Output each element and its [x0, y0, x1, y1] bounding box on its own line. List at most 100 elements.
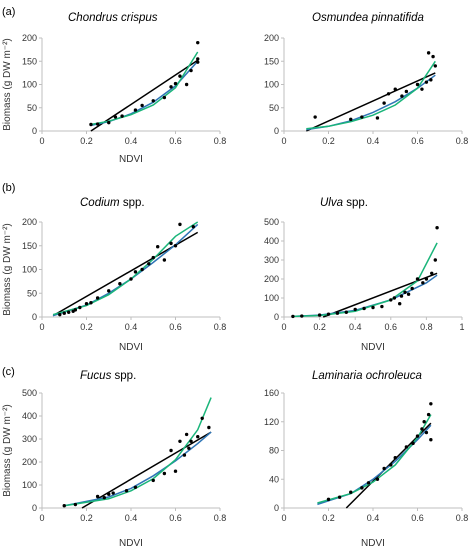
- data-point: [58, 312, 62, 317]
- plot-3: Codium spp. 0 50 100 150 200 0 0.2 0.4 0.6 0.8 NDVI…: [2, 197, 226, 353]
- fit-line-green: [90, 51, 199, 126]
- fit-line-green: [52, 221, 199, 316]
- data-point: [107, 120, 111, 125]
- data-point: [140, 267, 144, 272]
- data-point: [371, 305, 375, 310]
- data-point: [429, 438, 433, 442]
- data-point: [386, 92, 391, 96]
- data-point: [184, 432, 189, 437]
- plot-title: Chondrus crispus: [68, 12, 158, 24]
- x-axis-label: NDVI: [119, 342, 143, 353]
- x-tick-label: 0: [39, 136, 44, 146]
- data-point: [178, 439, 182, 443]
- y-axis-label: Biomass (g DW m⁻²): [2, 223, 13, 316]
- data-point: [196, 40, 200, 45]
- data-point: [313, 115, 317, 119]
- data-point: [353, 307, 357, 312]
- x-tick-label: 0.6: [411, 513, 424, 523]
- plot-title: Fucus spp.: [80, 370, 136, 382]
- data-point: [151, 99, 155, 103]
- data-point: [421, 281, 425, 285]
- y-tick-label: 50: [27, 288, 37, 298]
- x-tick-label: 1: [459, 322, 464, 332]
- data-point: [300, 314, 304, 318]
- x-tick-label: 0.2: [80, 513, 93, 523]
- x-tick-label: 0.8: [456, 513, 469, 523]
- y-tick-label: 150: [22, 241, 37, 251]
- data-point: [169, 85, 173, 89]
- y-tick-label: 80: [269, 446, 279, 456]
- data-point: [392, 296, 397, 300]
- data-point: [191, 225, 195, 229]
- data-point: [151, 255, 155, 260]
- x-axis-label: NDVI: [361, 538, 385, 549]
- data-point: [326, 312, 331, 316]
- x-tick-label: 0.4: [125, 513, 138, 523]
- data-point: [415, 82, 420, 87]
- plot-title-plain: spp.: [111, 370, 136, 382]
- data-point: [360, 115, 364, 119]
- data-point: [73, 308, 78, 312]
- plot-5: Fucus spp. 0 100 200 300 400 500 0 0.2 0.4 0.6 0.8 N…: [2, 370, 226, 549]
- data-point: [62, 311, 66, 315]
- data-point: [95, 122, 100, 126]
- x-tick-label: 0.6: [385, 322, 398, 332]
- data-point: [207, 425, 211, 430]
- x-tick-label: 0.2: [322, 136, 335, 146]
- data-point: [173, 469, 178, 473]
- data-point: [102, 495, 107, 500]
- fit-line-green: [306, 60, 436, 130]
- data-point: [200, 416, 204, 420]
- x-tick-label: 0: [281, 513, 286, 523]
- y-tick-label: 300: [264, 255, 279, 265]
- data-point: [382, 101, 386, 105]
- data-point: [344, 310, 348, 314]
- data-point: [196, 57, 200, 61]
- data-point: [415, 434, 420, 438]
- data-point: [89, 122, 93, 127]
- data-point: [189, 68, 193, 73]
- plot-4: Ulva spp. 0 100 200 300 400 500 0 0.2 0.4 0.6 0.8 1 N…: [264, 197, 465, 353]
- data-point: [147, 262, 151, 266]
- y-tick-label: 100: [22, 80, 37, 90]
- y-tick-label: 50: [27, 103, 37, 113]
- x-tick-label: 0: [281, 136, 286, 146]
- data-point: [375, 116, 380, 120]
- data-point: [360, 486, 364, 490]
- y-tick-label: 300: [22, 434, 37, 444]
- fit-line-blue: [64, 431, 212, 507]
- data-point: [433, 258, 437, 262]
- plot-title: Osmundea pinnatifida: [312, 12, 424, 24]
- plot-6: Laminaria ochroleuca 0 40 80 120 160 0 0.2 0.4 0.…: [264, 370, 468, 549]
- x-tick-label: 0.4: [367, 513, 380, 523]
- data-point: [375, 477, 380, 481]
- y-tick-label: 160: [264, 388, 279, 398]
- plot-title-italic: Laminaria ochroleuca: [312, 370, 422, 382]
- data-point: [424, 277, 429, 281]
- data-point: [410, 286, 414, 291]
- x-axis-label: NDVI: [119, 154, 143, 165]
- data-point: [169, 448, 173, 453]
- data-point: [411, 441, 415, 446]
- data-point: [335, 311, 340, 315]
- x-tick-label: 0.2: [80, 136, 93, 146]
- data-point: [429, 78, 433, 82]
- y-tick-label: 500: [22, 388, 37, 398]
- data-point: [424, 430, 429, 435]
- y-tick-label: 50: [269, 103, 279, 113]
- x-tick-label: 0.8: [456, 136, 469, 146]
- data-point: [406, 292, 411, 296]
- data-point: [431, 54, 435, 59]
- plot-title: Codium spp.: [80, 197, 145, 209]
- data-point: [120, 114, 124, 118]
- data-point: [404, 445, 409, 449]
- data-point: [95, 494, 100, 499]
- data-point: [426, 412, 431, 417]
- data-point: [162, 258, 167, 262]
- x-tick-label: 0.4: [125, 136, 138, 146]
- data-point: [78, 305, 82, 310]
- y-tick-label: 200: [22, 33, 37, 43]
- data-point: [62, 504, 66, 508]
- x-tick-label: 0.4: [367, 136, 380, 146]
